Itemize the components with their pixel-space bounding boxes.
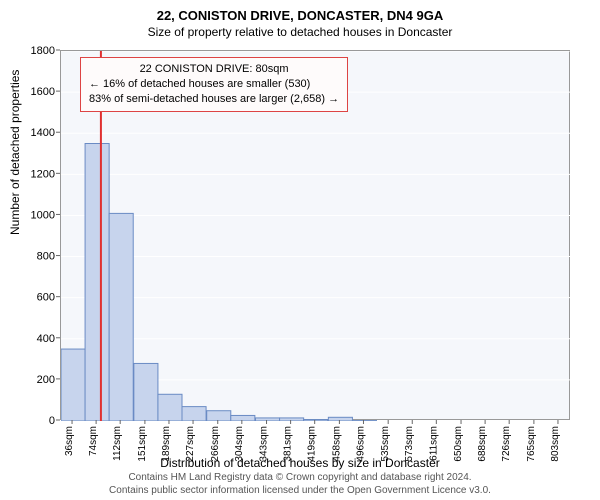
svg-text:600: 600 [37,292,55,304]
svg-text:1800: 1800 [31,45,55,57]
footer: Contains HM Land Registry data © Crown c… [0,471,600,497]
svg-text:1000: 1000 [31,209,55,221]
y-axis-label: Number of detached properties [8,70,22,235]
annotation-box: 22 CONISTON DRIVE: 80sqm ← 16% of detach… [80,57,348,112]
svg-text:1600: 1600 [31,86,55,98]
svg-text:1400: 1400 [31,127,55,139]
svg-text:800: 800 [37,251,55,263]
svg-text:400: 400 [37,333,55,345]
footer-line1: Contains HM Land Registry data © Crown c… [0,471,600,484]
sub-title: Size of property relative to detached ho… [0,23,600,39]
svg-text:1200: 1200 [31,168,55,180]
footer-line2: Contains public sector information licen… [0,484,600,497]
svg-text:36sqm: 36sqm [64,426,75,456]
x-axis-label: Distribution of detached houses by size … [0,456,600,470]
annotation-line2: ← 16% of detached houses are smaller (53… [89,77,339,92]
svg-text:200: 200 [37,374,55,386]
annotation-line3: 83% of semi-detached houses are larger (… [89,92,339,107]
svg-text:74sqm: 74sqm [88,426,99,456]
main-title: 22, CONISTON DRIVE, DONCASTER, DN4 9GA [0,0,600,23]
annotation-line1: 22 CONISTON DRIVE: 80sqm [89,62,339,77]
